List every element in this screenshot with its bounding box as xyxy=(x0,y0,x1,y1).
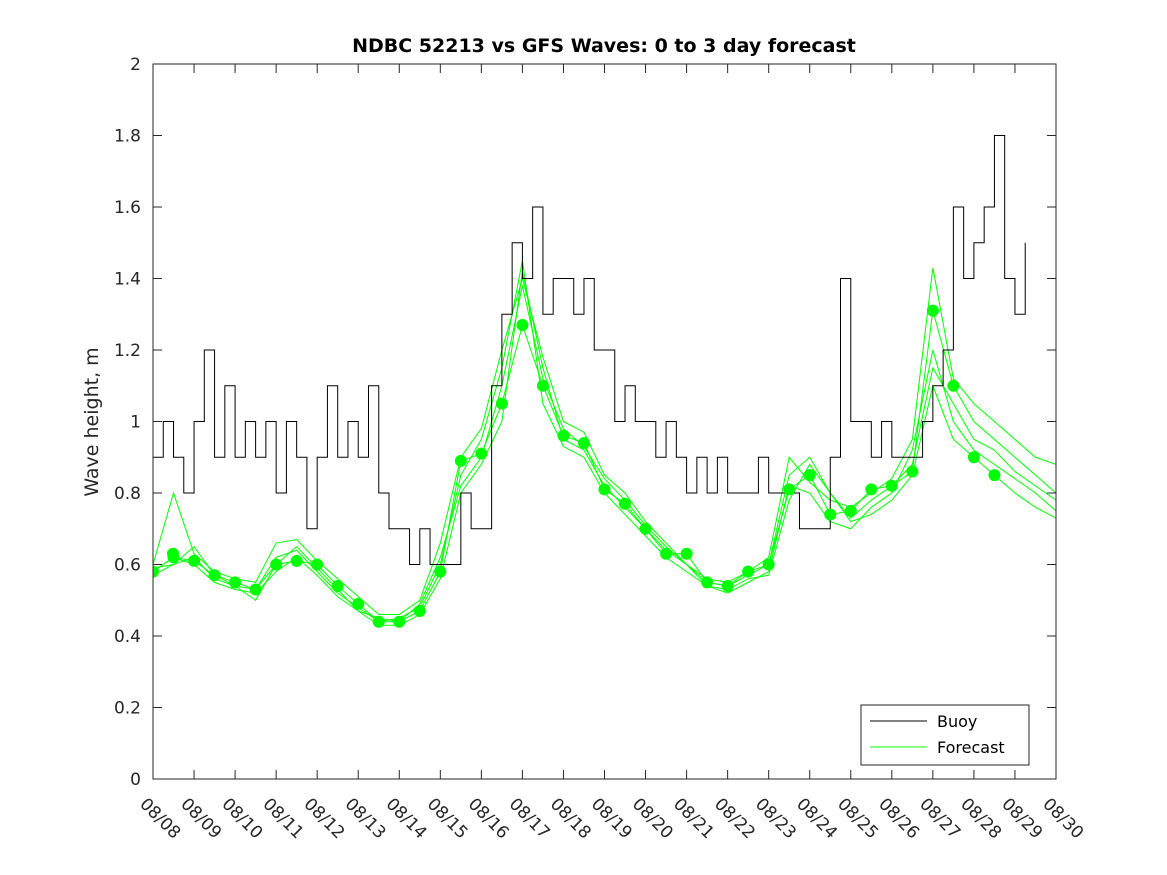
forecast-marker xyxy=(188,554,201,567)
buoy-line xyxy=(153,135,1026,565)
forecast-marker xyxy=(495,397,508,410)
forecast-marker xyxy=(865,483,878,496)
forecast-marker xyxy=(557,429,570,442)
forecast-marker xyxy=(598,483,611,496)
forecast-marker xyxy=(352,597,365,610)
forecast-marker xyxy=(413,604,426,617)
y-axis-label: Wave height, m xyxy=(81,347,103,496)
y-tick-label: 0.8 xyxy=(114,484,141,504)
forecast-marker xyxy=(536,379,549,392)
forecast-marker xyxy=(229,576,242,589)
y-tick-label: 1.8 xyxy=(114,127,141,147)
axes-box xyxy=(152,63,1057,780)
forecast-marker xyxy=(762,558,775,571)
forecast-marker xyxy=(393,615,406,628)
forecast-marker xyxy=(454,454,467,467)
forecast-marker xyxy=(885,479,898,492)
forecast-marker xyxy=(906,465,919,478)
forecast-marker xyxy=(844,504,857,517)
forecast-marker xyxy=(577,436,590,449)
forecast-line-5 xyxy=(153,285,1056,623)
legend-box xyxy=(860,704,1030,766)
forecast-marker xyxy=(311,558,324,571)
forecast-marker xyxy=(988,469,1001,482)
forecast-marker xyxy=(153,565,159,578)
forecast-marker xyxy=(680,547,693,560)
series-clip-group xyxy=(153,135,1056,628)
chart-title: NDBC 52213 vs GFS Waves: 0 to 3 day fore… xyxy=(352,35,856,57)
legend-forecast-label: Forecast xyxy=(937,738,1005,757)
legend-buoy-label: Buoy xyxy=(937,712,977,731)
forecast-marker xyxy=(331,579,344,592)
y-tick-label: 1.6 xyxy=(114,198,141,218)
series-layer xyxy=(153,135,1056,628)
forecast-marker xyxy=(208,569,221,582)
y-tick-label: 0.6 xyxy=(114,556,141,576)
forecast-marker xyxy=(967,451,980,464)
y-tick-label: 1 xyxy=(130,413,141,433)
forecast-marker xyxy=(249,583,262,596)
forecast-marker xyxy=(701,576,714,589)
forecast-marker xyxy=(639,522,652,535)
legend: Buoy Forecast xyxy=(860,704,1030,766)
forecast-marker xyxy=(290,554,303,567)
forecast-marker xyxy=(742,565,755,578)
forecast-marker xyxy=(270,558,283,571)
forecast-line-1 xyxy=(153,310,1056,623)
y-tick-label: 0 xyxy=(130,770,141,790)
forecast-marker xyxy=(167,551,180,564)
plot-area xyxy=(153,64,1056,779)
forecast-marker xyxy=(434,565,447,578)
forecast-marker xyxy=(947,379,960,392)
forecast-marker xyxy=(783,483,796,496)
y-tick-label: 1.2 xyxy=(114,341,141,361)
forecast-marker xyxy=(475,447,488,460)
forecast-marker xyxy=(926,304,939,317)
forecast-marker xyxy=(619,497,632,510)
y-tick-label: 1.4 xyxy=(114,270,141,290)
y-tick-label: 2 xyxy=(130,55,141,75)
forecast-marker xyxy=(660,547,673,560)
y-tick-label: 0.4 xyxy=(114,627,141,647)
forecast-line-2 xyxy=(153,267,1056,616)
forecast-marker xyxy=(721,579,734,592)
y-tick-label: 0.2 xyxy=(114,699,141,719)
forecast-marker xyxy=(516,318,529,331)
forecast-marker xyxy=(803,469,816,482)
forecast-marker xyxy=(372,615,385,628)
forecast-marker xyxy=(824,508,837,521)
